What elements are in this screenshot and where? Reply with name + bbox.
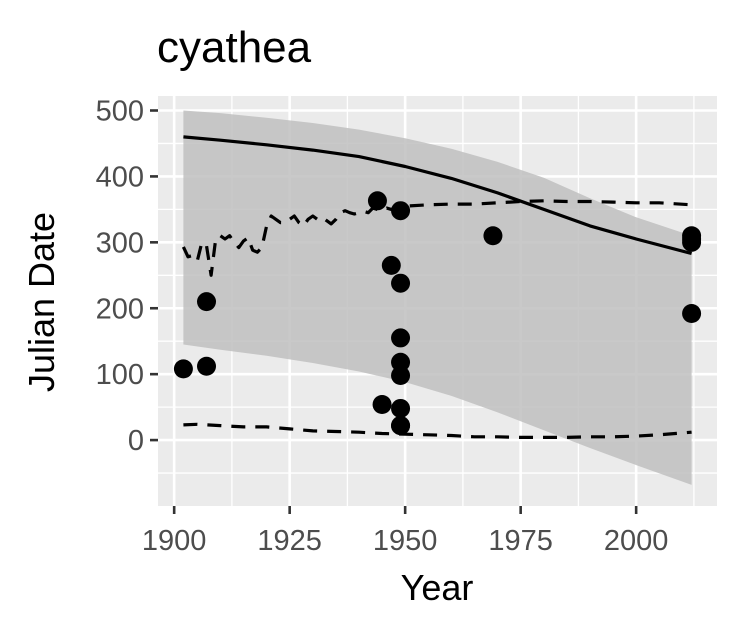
data-point [391,365,411,385]
y-axis: 0 100 200 300 400 500 [96,96,158,457]
lines-layer [181,135,693,439]
x-tick-label: 1925 [257,525,322,557]
dashed-line-3 [183,422,692,439]
y-tick-label: 500 [96,96,144,128]
data-point [391,352,411,372]
dashed-line-2 [181,199,692,277]
data-point [682,304,702,324]
y-tick-label: 400 [96,161,144,193]
x-tick-label: 1900 [142,525,207,557]
data-point [367,191,387,211]
data-point [682,232,702,252]
data-point [381,255,401,275]
y-tick-label: 300 [96,227,144,259]
y-tick-label: 0 [128,425,144,457]
x-axis: 1900 1925 1950 1975 2000 [142,506,668,557]
fitted-line [183,135,693,256]
data-point [173,359,193,379]
chart-title: cyathea [157,23,312,72]
data-point [197,356,217,376]
x-tick-label: 1950 [373,525,438,557]
y-tick-label: 100 [96,359,144,391]
x-axis-title: Year [401,567,474,608]
data-point [391,416,411,436]
points-layer [173,191,702,436]
data-point [483,226,503,246]
data-point [372,394,392,414]
data-point [391,328,411,348]
confidence-ribbon [183,110,692,485]
y-axis-title: Julian Date [21,212,62,392]
y-tick-label: 200 [96,293,144,325]
data-point [391,398,411,418]
data-point [391,273,411,293]
x-tick-label: 1975 [488,525,553,557]
x-tick-label: 2000 [604,525,669,557]
confidence-ribbon-layer [183,110,692,485]
data-point [391,201,411,221]
data-point [197,292,217,312]
